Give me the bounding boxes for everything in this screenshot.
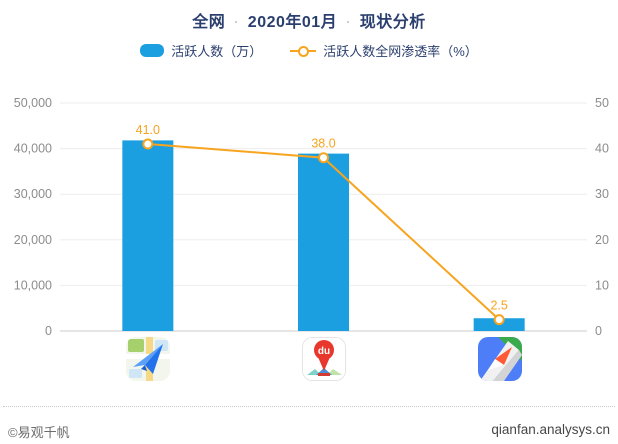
y-axis-tick-label: 20,000 [14,233,52,247]
baidu-maps-icon: du [302,337,346,381]
bar-line-chart: 0 0 10,000 10 20,000 20 30,000 30 40,000 40 50,000… [14,96,609,336]
y2-axis-tick-label: 40 [595,142,609,156]
site-url-label: qianfan.analysys.cn [491,422,610,437]
legend-item-active-users[interactable]: 活跃人数（万） [140,41,262,60]
y-axis-tick-label: 30,000 [14,187,52,201]
svg-text:du: du [318,346,330,357]
line-point-百度地图[interactable] [318,152,329,164]
line-point-腾讯地图[interactable] [493,314,505,326]
x-axis-app-icons: du [0,337,618,383]
y-axis-tick-label: 40,000 [14,142,52,156]
footer-divider [3,406,615,407]
y2-axis-tick-label: 30 [595,187,609,201]
chart-title: 全网 · 2020年01月 · 现状分析 [0,8,618,32]
y2-axis-tick-label: 10 [595,278,609,292]
tencent-maps-icon [478,337,522,381]
y-axis-tick-label: 0 [45,324,52,336]
y2-axis-tick-label: 50 [595,96,609,110]
bar-series-swatch [140,44,165,57]
line-series-swatch [290,44,317,57]
amap-icon [126,337,170,381]
title-analysis: 现状分析 [359,14,426,31]
legend-label: 活跃人数全网渗透率（%） [323,44,478,59]
y-axis-tick-label: 50,000 [14,96,52,110]
title-period: 2020年01月 [247,14,338,31]
legend-label: 活跃人数（万） [171,44,263,59]
bar-百度地图[interactable] [298,153,349,331]
title-separator: · [234,15,239,29]
title-separator: · [346,15,351,29]
title-network: 全网 [192,14,226,31]
copyright-label: ©易观千帆 [8,425,70,440]
line-point-高德地图[interactable] [142,138,154,150]
bar-高德地图[interactable] [122,140,174,331]
y2-axis-tick-label: 0 [595,324,602,336]
legend: 活跃人数（万） 活跃人数全网渗透率（%） [0,41,618,60]
y-axis-tick-label: 10,000 [14,278,52,292]
point-label: 2.5 [490,299,507,313]
legend-item-penetration[interactable]: 活跃人数全网渗透率（%） [290,41,478,60]
point-label: 41.0 [136,123,160,137]
point-label: 38.0 [311,137,335,151]
y2-axis-tick-label: 20 [595,233,609,247]
